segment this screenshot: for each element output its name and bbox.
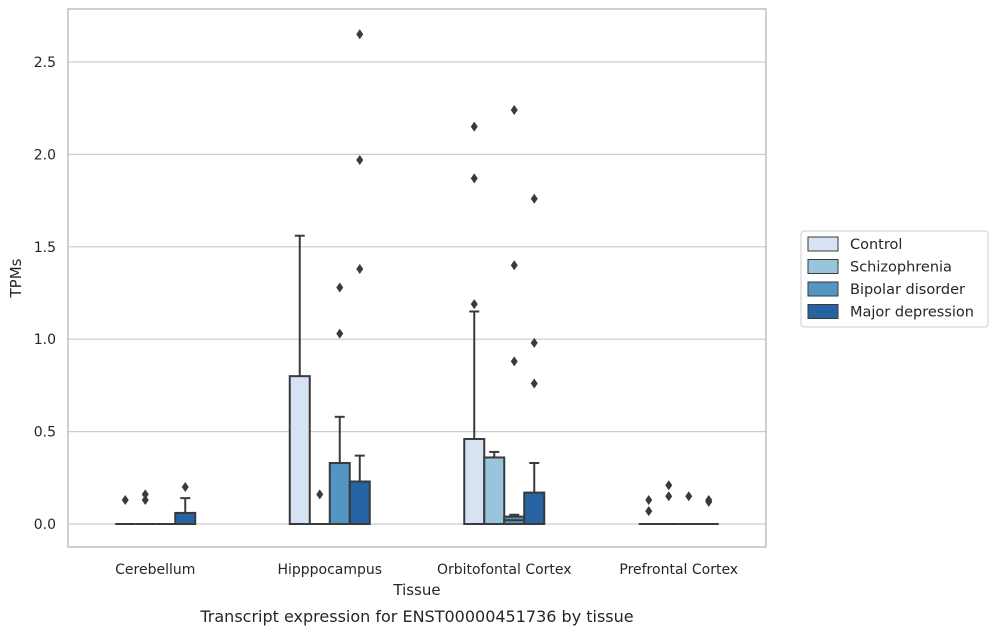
box-body: [348, 480, 371, 526]
outlier-point: [510, 260, 518, 271]
outlier-point: [141, 489, 149, 500]
outlier-point: [645, 494, 653, 505]
outlier-point: [470, 299, 478, 310]
outlier-point: [336, 328, 344, 339]
box-body: [328, 462, 351, 525]
box-bipolar-disorder: [503, 105, 526, 525]
legend-label: Bipolar disorder: [850, 282, 965, 298]
box-body: [174, 511, 197, 525]
x-tick-label: Orbitofontal Cortex: [437, 562, 572, 578]
outlier-point: [530, 337, 538, 348]
box-body: [483, 456, 506, 525]
legend-label: Major depression: [850, 305, 974, 321]
box-major-depression: [174, 482, 197, 525]
box-body: [463, 437, 486, 526]
legend: Control Schizophrenia Bipolar disorder Majo…: [800, 230, 989, 328]
box-schizophrenia: [135, 489, 156, 525]
box-control: [115, 494, 136, 525]
legend-swatch: [807, 281, 839, 297]
x-tick-label: Prefrontal Cortex: [619, 562, 738, 578]
legend-items: Control Schizophrenia Bipolar disorder Majo…: [807, 236, 974, 321]
y-tick-label: 1.5: [34, 240, 56, 256]
box-major-depression: [523, 193, 546, 526]
box-schizophrenia: [483, 450, 506, 525]
y-tick-label: 2.0: [34, 147, 56, 163]
grid-layer: [67, 8, 767, 548]
plot-frame: [67, 8, 767, 548]
outlier-point: [470, 173, 478, 184]
outlier-point: [316, 489, 324, 500]
legend-swatch: [807, 236, 839, 252]
legend-swatch: [807, 259, 839, 274]
outlier-point: [705, 494, 713, 505]
legend-swatch: [807, 304, 839, 319]
box-control: [288, 234, 311, 525]
outlier-point: [510, 105, 518, 116]
outlier-point: [356, 29, 364, 40]
y-tick-label: 0.0: [34, 517, 56, 533]
box-body: [288, 375, 311, 525]
legend-frame: [800, 230, 989, 328]
outlier-point: [121, 494, 129, 505]
outlier-point: [356, 154, 364, 165]
y-axis-label: TPMs: [7, 258, 25, 298]
box-control: [638, 494, 659, 525]
box-layer: [115, 29, 719, 526]
y-tick-label: 0.5: [34, 425, 56, 441]
y-tick-label: 2.5: [34, 55, 56, 71]
x-tick-label: Cerebellum: [115, 562, 195, 578]
outlier-point: [510, 356, 518, 367]
outlier-point: [665, 491, 673, 502]
box-major-depression: [698, 494, 719, 525]
x-tick-label: Hipppocampus: [277, 562, 382, 578]
outlier-point: [530, 193, 538, 204]
outlier-point: [530, 378, 538, 389]
box-bipolar-disorder: [678, 491, 699, 525]
outlier-point: [665, 480, 673, 491]
outlier-point: [141, 494, 149, 505]
legend-label: Schizophrenia: [850, 260, 952, 276]
box-bipolar-disorder: [328, 282, 351, 525]
box-major-depression: [348, 29, 371, 526]
box-schizophrenia: [309, 489, 330, 525]
y-tick-label: 1.0: [34, 332, 56, 348]
outlier-point: [685, 491, 693, 502]
x-tick-labels: Cerebellum Hipppocampus Orbitofontal Corte…: [115, 562, 738, 578]
x-axis-label: Tissue: [392, 581, 440, 599]
outlier-point: [470, 121, 478, 132]
y-tick-labels: 0.0 0.5 1.0 1.5 2.0 2.5: [34, 55, 56, 533]
box-body: [523, 491, 546, 526]
outlier-point: [181, 482, 189, 493]
outlier-point: [645, 506, 653, 517]
outlier-point: [356, 263, 364, 274]
box-schizophrenia: [658, 480, 679, 525]
outlier-point: [336, 282, 344, 293]
legend-label: Control: [850, 237, 902, 253]
chart-caption: Transcript expression for ENST0000045173…: [199, 607, 633, 626]
box-control: [463, 121, 486, 526]
